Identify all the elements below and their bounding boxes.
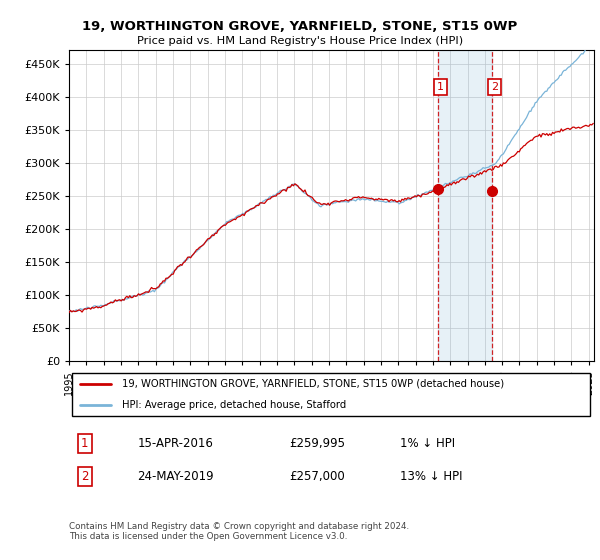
Text: £257,000: £257,000 (290, 470, 345, 483)
Text: HPI: Average price, detached house, Stafford: HPI: Average price, detached house, Staf… (121, 400, 346, 410)
Text: 19, WORTHINGTON GROVE, YARNFIELD, STONE, ST15 0WP (detached house): 19, WORTHINGTON GROVE, YARNFIELD, STONE,… (121, 379, 503, 389)
Bar (438, 50, 491, 361)
Text: 13% ↓ HPI: 13% ↓ HPI (400, 470, 462, 483)
Text: 1% ↓ HPI: 1% ↓ HPI (400, 437, 455, 450)
FancyBboxPatch shape (71, 372, 590, 416)
Text: Price paid vs. HM Land Registry's House Price Index (HPI): Price paid vs. HM Land Registry's House … (137, 36, 463, 46)
Text: 2: 2 (81, 470, 89, 483)
Text: 24-MAY-2019: 24-MAY-2019 (137, 470, 214, 483)
Text: 15-APR-2016: 15-APR-2016 (137, 437, 213, 450)
Text: Contains HM Land Registry data © Crown copyright and database right 2024.
This d: Contains HM Land Registry data © Crown c… (69, 522, 409, 542)
Text: 19, WORTHINGTON GROVE, YARNFIELD, STONE, ST15 0WP: 19, WORTHINGTON GROVE, YARNFIELD, STONE,… (82, 20, 518, 32)
Text: 2: 2 (491, 82, 498, 92)
Text: 1: 1 (81, 437, 89, 450)
Text: 1: 1 (437, 82, 444, 92)
Text: £259,995: £259,995 (290, 437, 346, 450)
